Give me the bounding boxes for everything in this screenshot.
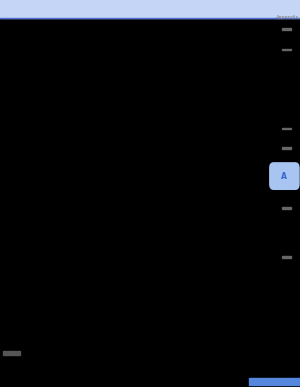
Bar <box>282 49 291 50</box>
Text: A: A <box>281 171 287 181</box>
Bar <box>249 378 300 385</box>
Bar <box>3 351 20 355</box>
Bar <box>0 0 300 18</box>
Bar <box>282 128 291 129</box>
Bar <box>282 256 291 258</box>
Bar <box>282 28 291 30</box>
Text: Appendix: Appendix <box>275 15 298 20</box>
Bar <box>282 147 291 149</box>
Bar <box>282 207 291 209</box>
FancyBboxPatch shape <box>269 162 300 190</box>
